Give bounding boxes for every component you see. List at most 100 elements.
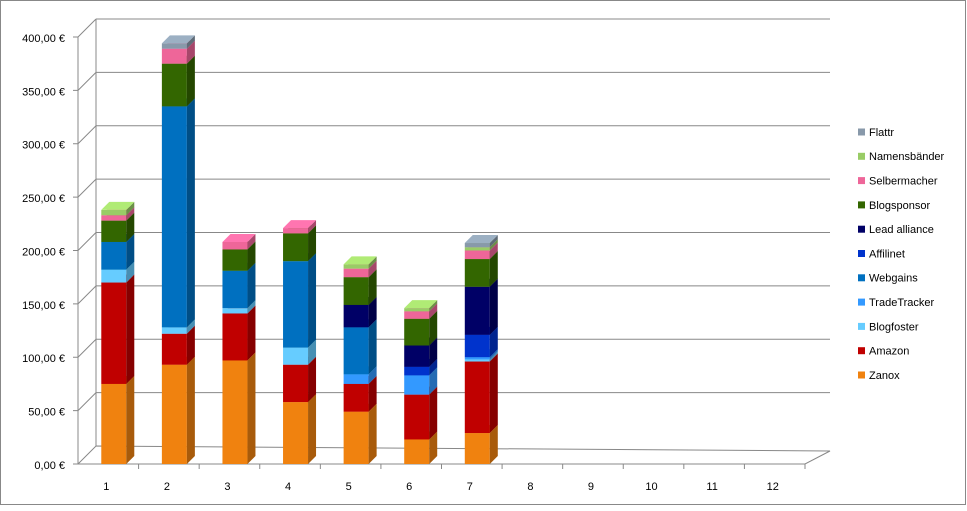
bar-segment (222, 305, 256, 361)
grid-line (77, 285, 97, 305)
bar-side (368, 319, 377, 375)
bar-front (101, 241, 127, 270)
bar-segment (464, 353, 498, 434)
bar-side (489, 353, 498, 434)
bar-front (464, 250, 490, 260)
bar-front (222, 270, 248, 309)
y-tick-label: 0,00 € (34, 460, 65, 472)
x-tick-label: 6 (406, 481, 412, 493)
grid-line (77, 338, 97, 358)
x-tick-label: 2 (164, 481, 170, 493)
x-tick-label: 9 (588, 481, 594, 493)
bar-side (247, 233, 256, 250)
legend-swatch (858, 152, 865, 160)
bar-front (464, 247, 490, 251)
legend-swatch (858, 250, 865, 257)
bar-segment (101, 274, 135, 384)
bar-side (368, 403, 377, 464)
grid-line (77, 18, 97, 38)
bar-side (126, 375, 135, 464)
bar-front (464, 286, 490, 335)
bar-front (283, 228, 309, 234)
bar-segment (222, 233, 256, 250)
y-tick-label: 50,00 € (28, 407, 65, 419)
bar-segment (283, 220, 317, 234)
bar-side (429, 367, 438, 395)
grid-line (77, 178, 97, 198)
bar-front (343, 264, 369, 269)
grid-line (77, 232, 97, 251)
bar-front (283, 233, 309, 262)
bar-side (429, 386, 438, 440)
bar-side (368, 256, 377, 269)
bar-side (126, 274, 135, 384)
bar-front (101, 269, 127, 283)
legend-swatch (858, 274, 865, 282)
bar-side (247, 262, 256, 309)
bar-side (126, 233, 135, 270)
x-tick-label: 12 (767, 481, 779, 493)
legend-swatch (858, 371, 865, 379)
y-tick-label: 300,00 € (22, 140, 65, 152)
bar-front (404, 394, 430, 440)
bar-side (429, 310, 438, 346)
bar-side (489, 278, 498, 335)
bar-front (101, 209, 127, 216)
bar-segment (343, 256, 377, 269)
bar-front (222, 308, 248, 314)
bar-front (343, 383, 369, 412)
bar-segment (464, 278, 498, 335)
bar-top (283, 220, 317, 229)
bar-front (283, 347, 309, 365)
bar-front (101, 220, 127, 242)
bar-side (368, 269, 377, 305)
bar-side (308, 394, 317, 464)
bar-side (489, 326, 498, 358)
legend-label: Flattr (869, 127, 894, 139)
bar-segment (404, 300, 438, 312)
bar-front (464, 243, 490, 248)
bar-side (368, 366, 377, 384)
legend-label: TradeTracker (869, 297, 935, 309)
bar-front (404, 311, 430, 319)
legend-swatch (858, 322, 865, 330)
grid-line (77, 125, 97, 145)
bar-front (161, 48, 187, 64)
bar-front (161, 364, 187, 464)
legend-swatch (858, 177, 865, 185)
legend-swatch (858, 128, 865, 136)
bar-segment (283, 394, 317, 464)
bar-top (464, 235, 498, 244)
y-tick-label: 400,00 € (22, 33, 65, 45)
y-tick-label: 150,00 € (22, 300, 65, 312)
bar-side (489, 251, 498, 287)
bar-segment (464, 425, 498, 464)
bar-side (126, 201, 135, 216)
bar-front (343, 374, 369, 384)
bar-side (308, 225, 317, 262)
bar-front (101, 282, 127, 384)
bar-side (186, 356, 195, 464)
bar-front (464, 357, 490, 360)
bar-side (247, 241, 256, 271)
legend-label: Namensbänder (869, 151, 945, 163)
bar-side (429, 337, 438, 367)
bar-segment (101, 375, 135, 464)
bar-front (222, 249, 248, 271)
bar-front (464, 361, 490, 434)
y-tick-label: 350,00 € (22, 86, 65, 98)
bar-front (161, 63, 187, 107)
bar-front (222, 313, 248, 361)
bar-side (489, 349, 498, 360)
bar-side (186, 319, 195, 334)
bar-side (489, 425, 498, 464)
bar-front (404, 366, 430, 376)
x-tick-label: 11 (706, 481, 717, 493)
bar-segment (283, 253, 317, 348)
bar-side (126, 212, 135, 242)
bar-side (247, 352, 256, 464)
bar-side (429, 303, 438, 319)
bar-side (247, 305, 256, 361)
bar-front (101, 215, 127, 221)
bar-front (343, 411, 369, 464)
